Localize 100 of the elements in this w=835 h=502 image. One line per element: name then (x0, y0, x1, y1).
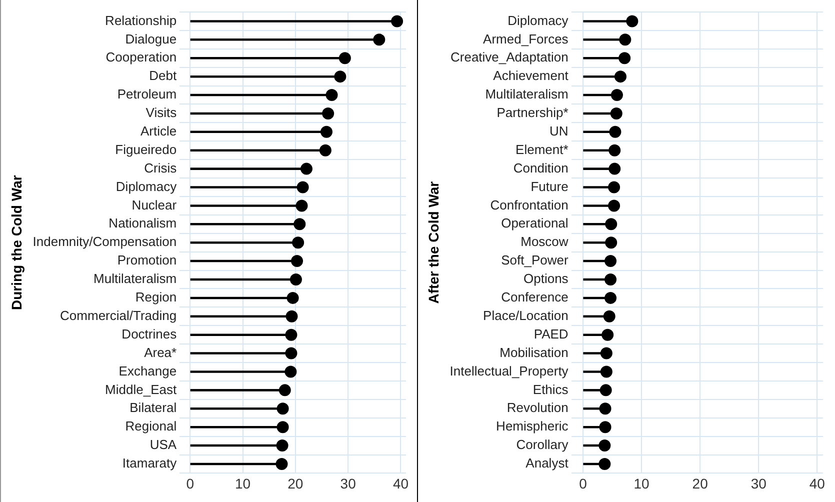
y-tick-label: Diplomacy (116, 178, 178, 194)
point (608, 181, 620, 194)
y-axis-title: After the Cold War (425, 180, 442, 304)
point (285, 328, 298, 341)
y-tick-label: Intellectual_Property (450, 363, 569, 378)
y-tick-label: Operational (501, 216, 568, 231)
point (322, 107, 334, 120)
y-tick-label: Visits (146, 105, 178, 120)
y-tick-label: Creative_Adaptation (450, 50, 568, 65)
point (276, 402, 289, 415)
point (285, 347, 298, 360)
point (300, 162, 312, 175)
point (598, 458, 611, 470)
y-tick-label: Nuclear (132, 197, 178, 212)
y-tick-label: Confrontation (490, 197, 568, 212)
y-tick-label: Revolution (506, 400, 568, 416)
x-tick-label: 20 (692, 475, 708, 492)
point (600, 347, 612, 360)
point (326, 89, 338, 102)
point (602, 328, 614, 341)
point (599, 402, 612, 415)
point (608, 144, 621, 156)
point (605, 218, 618, 230)
y-tick-label: Bilateral (130, 400, 177, 416)
y-tick-label: Element* (516, 142, 568, 157)
y-tick-label: Armed_Forces (483, 31, 569, 46)
point (276, 440, 288, 452)
point (373, 34, 386, 46)
point (276, 458, 288, 470)
y-tick-label: Hemispheric (496, 418, 569, 434)
point (605, 236, 618, 249)
point (290, 273, 302, 286)
point (598, 440, 611, 452)
point (600, 384, 612, 396)
y-tick-label: Article (140, 123, 177, 138)
y-tick-label: Indemnity/Compensation (32, 234, 177, 250)
point (296, 181, 309, 194)
y-tick-label: Partnership* (496, 105, 568, 120)
y-tick-label: Doctrines (122, 326, 178, 342)
point (604, 255, 617, 268)
y-tick-label: Exchange (118, 363, 177, 378)
y-tick-label: Moscow (520, 234, 569, 250)
y-tick-label: USA (150, 437, 177, 452)
point (286, 292, 299, 304)
y-tick-label: Crisis (144, 160, 178, 176)
point (608, 162, 621, 175)
y-tick-label: Figueiredo (115, 142, 177, 157)
point (608, 200, 620, 212)
y-tick-label: Analyst (526, 456, 569, 471)
point (626, 15, 638, 28)
point (320, 126, 332, 138)
point (610, 107, 622, 120)
y-tick-label: Multilateralism (485, 86, 568, 102)
point (278, 384, 291, 396)
y-tick-label: Place/Location (483, 308, 568, 323)
x-tick-label: 10 (234, 475, 251, 492)
point (603, 310, 616, 322)
point (276, 421, 289, 434)
point (284, 366, 297, 378)
point (609, 126, 622, 138)
x-tick-label: 40 (392, 475, 409, 492)
x-tick-label: 0 (186, 475, 194, 492)
point (292, 236, 304, 249)
y-tick-label: Condition (513, 160, 568, 176)
point (610, 89, 623, 102)
point (296, 200, 308, 212)
y-tick-label: Middle_East (105, 382, 177, 397)
y-tick-label: UN (550, 123, 568, 138)
y-tick-label: Mobilisation (500, 344, 568, 360)
y-tick-label: Promotion (117, 252, 177, 268)
y-tick-label: Multilateralism (94, 271, 177, 286)
point (604, 273, 617, 286)
x-tick-label: 10 (634, 475, 650, 492)
y-tick-label: Relationship (105, 12, 177, 28)
point (391, 15, 404, 28)
point (334, 70, 346, 83)
point (604, 292, 617, 304)
y-tick-label: Conference (501, 290, 568, 305)
x-tick-label: 40 (809, 475, 826, 492)
y-tick-label: Area* (144, 344, 177, 360)
y-tick-label: Corollary (516, 437, 569, 452)
point (338, 52, 351, 64)
point (618, 52, 631, 64)
point (286, 310, 298, 322)
x-tick-label: 30 (750, 475, 767, 492)
y-tick-label: Debt (149, 68, 177, 84)
y-tick-label: Future (530, 178, 568, 194)
x-tick-label: 20 (288, 475, 304, 492)
point (294, 218, 306, 230)
y-axis-title: During the Cold War (8, 174, 24, 310)
y-tick-label: Options (524, 271, 569, 286)
point (319, 144, 332, 156)
y-tick-label: PAED (534, 326, 568, 342)
y-tick-label: Dialogue (125, 31, 177, 46)
point (291, 255, 304, 268)
y-tick-label: Soft_Power (501, 252, 569, 268)
y-tick-label: Nationalism (108, 216, 177, 231)
y-tick-label: Commercial/Trading (60, 308, 177, 323)
y-tick-label: Diplomacy (508, 12, 569, 28)
y-tick-label: Cooperation (106, 50, 177, 65)
